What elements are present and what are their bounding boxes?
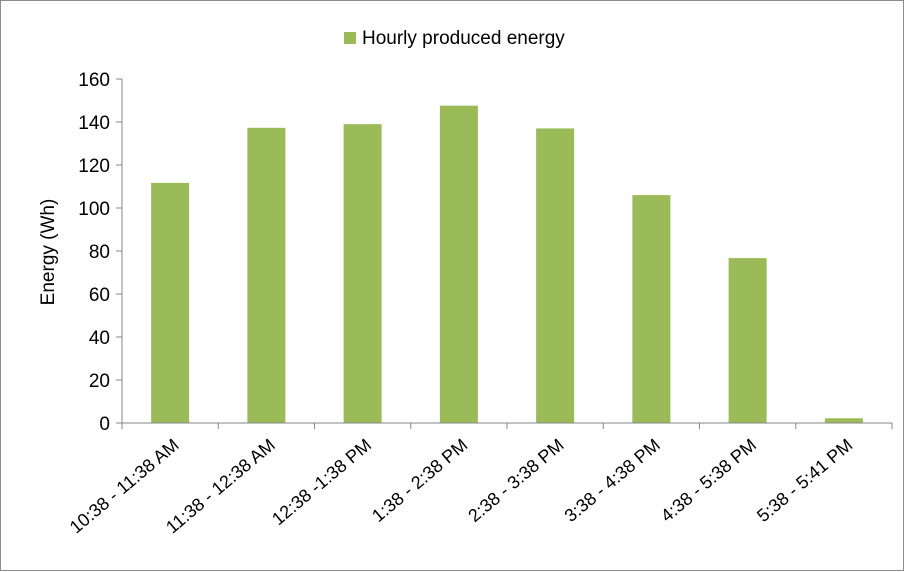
y-tick-label: 80 [89,242,110,263]
x-tick-label: 2:38 - 3:38 PM [464,435,567,526]
legend: Hourly produced energy [344,28,565,49]
bar [151,182,190,423]
y-tick-label: 60 [89,285,110,306]
x-tick-label: 4:38 - 5:38 PM [657,435,760,526]
bar [536,128,575,423]
bar [247,127,286,424]
y-tick-label: 0 [99,414,110,435]
bar [728,258,767,423]
x-tick-label: 1:38 - 2:38 PM [368,435,471,526]
legend-label: Hourly produced energy [362,28,565,49]
legend-swatch [344,32,356,44]
y-axis: 0 20 40 60 80 100 120 140 160 [78,70,123,435]
y-tick-label: 140 [78,113,110,134]
bar [632,195,671,423]
x-tick-label: 3:38 - 4:38 PM [561,435,664,526]
y-tick-label: 120 [78,156,110,177]
bar [824,418,863,423]
x-tick-label: 5:38 - 5:41 PM [753,435,856,526]
bar [343,124,382,424]
y-tick-label: 160 [78,70,110,91]
bars-group [151,105,863,424]
x-tick-label: 12:38 -1:38 PM [268,435,375,529]
y-tick-label: 100 [78,199,110,220]
y-tick-label: 20 [89,371,110,392]
y-tick-label: 40 [89,328,110,349]
y-axis-title: Energy (Wh) [38,199,59,306]
bar [439,105,478,423]
